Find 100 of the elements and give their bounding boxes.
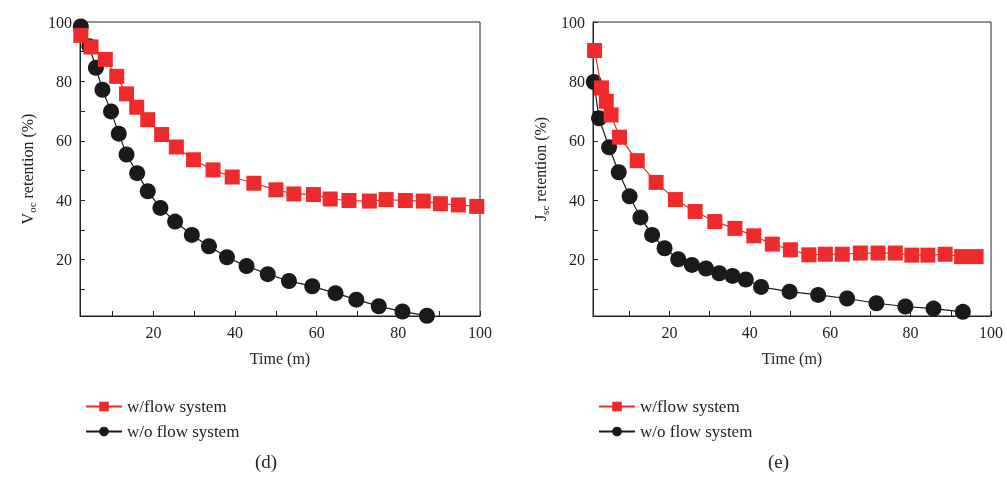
point [670,251,687,268]
x-tick-label: 40 [741,323,758,341]
point [218,249,235,266]
y-tick-label: 20 [56,251,72,269]
point [697,260,714,277]
point [753,278,770,295]
point [801,247,817,263]
point [109,68,125,84]
point [610,164,627,181]
y-tick-label: 40 [569,191,585,209]
point [593,80,609,96]
point [648,174,664,190]
point [378,192,394,208]
point [707,214,723,230]
x-tick-label: 100 [979,323,1003,341]
y-tick-label: 40 [56,191,72,209]
point [644,226,661,243]
y-tick-label: 60 [56,132,72,150]
point [129,165,146,182]
y-axis-title: Voc retention (%) [19,113,38,225]
point [817,246,833,262]
point [185,152,201,168]
legend-label: w/flow system [640,397,740,416]
y-tick-label: 60 [569,132,585,150]
point [286,186,302,202]
x-tick-label: 20 [661,323,678,341]
point [920,247,936,263]
point [667,192,683,208]
x-tick-label: 80 [902,323,919,341]
point [305,187,321,203]
point [129,99,145,115]
legend-label: w/flow system [127,397,227,416]
point [737,271,754,288]
point [341,192,357,208]
point [281,272,297,289]
point [97,51,113,67]
point [322,191,338,207]
y-tick-label: 20 [569,251,585,269]
point [450,197,466,213]
y-tick-label: 100 [48,13,72,31]
point [73,27,89,43]
point [268,182,284,198]
point [612,129,628,145]
point [925,300,942,317]
point [687,203,703,219]
point [415,193,431,209]
x-tick-label: 60 [308,323,325,341]
x-tick-label: 40 [227,323,244,341]
point [683,256,700,273]
point [601,139,618,156]
point [587,43,603,59]
point [394,303,411,320]
point [152,199,169,216]
x-tick-label: 80 [390,323,407,341]
point [968,249,984,265]
point [304,278,321,295]
x-tick-label: 100 [468,323,492,341]
x-axis-title: Time (m) [249,349,311,368]
y-tick-label: 80 [569,72,585,90]
point [469,198,485,214]
point [103,103,120,120]
point [259,266,276,283]
y-tick-label: 100 [561,13,585,31]
text: (e) [768,451,790,473]
legend-label: w/o flow system [640,422,753,441]
point [154,127,170,143]
point [621,188,638,205]
point [432,196,448,212]
point [954,303,971,320]
x-axis-title: Time (m) [761,349,823,368]
point [839,290,856,307]
y-axis-title: Jsc retention (%) [532,116,551,222]
point [418,307,435,324]
point [954,249,970,265]
point [656,240,673,257]
text: (d) [255,451,278,473]
point [246,175,262,191]
point [868,295,885,312]
point [937,246,953,262]
point [110,125,127,142]
point [724,267,741,284]
point [632,209,649,226]
point [140,112,156,128]
point [348,291,365,308]
point [603,107,619,123]
point [119,86,135,102]
point [711,265,728,282]
point [168,139,184,155]
point [167,213,184,230]
point [118,146,135,163]
point [727,220,743,236]
point [629,153,645,169]
point [781,283,798,300]
point [852,245,868,261]
y-tick-label: 80 [56,72,72,90]
point [139,183,156,200]
legend-label: w/o flow system [127,422,240,441]
point [764,236,780,252]
point [224,169,240,185]
point [94,81,111,98]
